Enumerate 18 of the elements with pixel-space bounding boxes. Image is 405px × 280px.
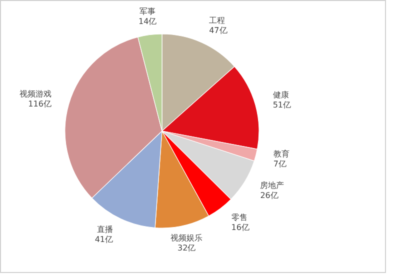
slice-label: 房地产 [260, 180, 284, 190]
slice-label: 视频游戏 [19, 89, 52, 98]
data-label: 32亿 [177, 243, 196, 252]
slice-label: 教育 [273, 150, 290, 159]
data-label: 14亿 [138, 16, 157, 26]
slice-label: 零售 [231, 212, 248, 222]
data-label: 16亿 [231, 222, 250, 232]
data-label: 47亿 [209, 26, 228, 36]
data-label: 116亿 [28, 99, 52, 108]
slice-label: 军事 [140, 6, 156, 16]
data-label: 26亿 [260, 190, 278, 200]
slice-label: 健康 [272, 90, 289, 100]
data-label: 7亿 [273, 160, 286, 169]
data-label: 41亿 [94, 235, 114, 244]
data-label: 51亿 [272, 100, 292, 110]
slice-label: 视频娱乐 [170, 233, 203, 242]
slice-label: 工程 [209, 16, 226, 26]
slice-label: 直播 [97, 225, 114, 234]
